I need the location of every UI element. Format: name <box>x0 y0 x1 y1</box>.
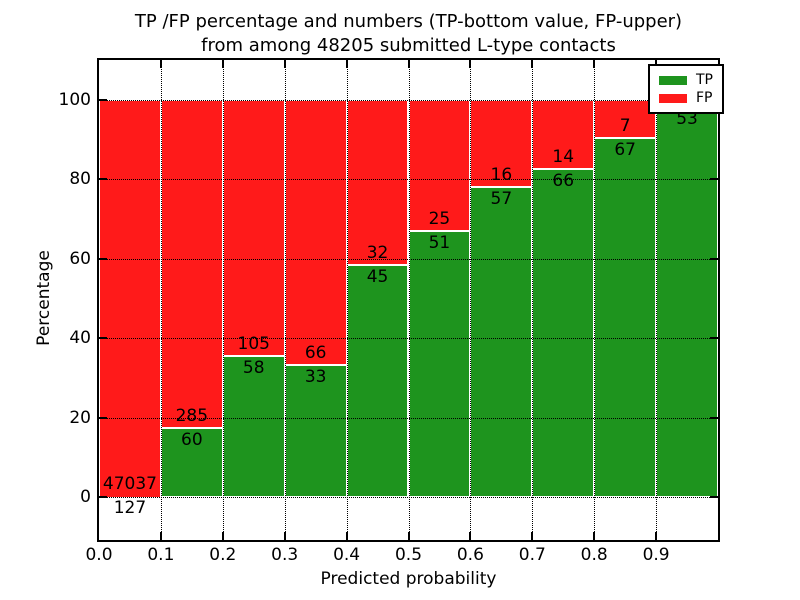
tp-count-label: 60 <box>181 429 203 450</box>
fp-count-label: 47037 <box>102 473 157 494</box>
x-tick-mark <box>655 532 658 540</box>
bar-segment-fp <box>222 100 285 356</box>
y-tick-label: 40 <box>69 328 91 349</box>
tp-count-label: 51 <box>428 232 451 253</box>
bar-segment-fp <box>284 100 347 365</box>
chart-title-line2: from among 48205 submitted L-type contac… <box>201 35 616 56</box>
bar-segment-tp <box>408 230 471 497</box>
y-tick-mark <box>99 416 107 419</box>
chart-title-line1: TP /FP percentage and numbers (TP-bottom… <box>134 11 683 32</box>
gridline-vertical <box>532 60 534 540</box>
x-tick-label: 0.7 <box>518 545 546 565</box>
x-tick-label: 0.0 <box>85 545 113 565</box>
bar-segment-fp <box>160 100 223 428</box>
y-tick-label: 100 <box>58 90 91 110</box>
x-tick-mark <box>159 532 162 540</box>
gridline-vertical <box>222 60 224 540</box>
bar-segment-tp <box>222 355 285 497</box>
bar-segment-tp <box>656 107 718 497</box>
y-tick-label: 80 <box>69 169 91 190</box>
legend: TP FP <box>648 64 724 114</box>
x-tick-label: 0.3 <box>271 545 299 565</box>
gridline-vertical <box>594 60 596 540</box>
x-tick-mark <box>283 60 286 68</box>
x-tick-mark <box>469 60 472 68</box>
legend-label: FP <box>696 90 713 106</box>
x-tick-mark <box>345 532 348 540</box>
x-tick-label: 0.9 <box>642 545 670 565</box>
y-tick-mark <box>99 337 107 340</box>
tp-count-label: 58 <box>242 357 265 378</box>
tp-count-label: 66 <box>552 171 575 192</box>
bar-segment-fp <box>408 100 471 231</box>
y-tick-mark <box>99 178 107 181</box>
x-tick-mark <box>407 60 410 68</box>
bar-segment-tp <box>470 187 533 497</box>
fp-count-label: 25 <box>428 208 451 229</box>
y-tick-mark <box>710 496 718 498</box>
x-axis-label: Predicted probability <box>320 569 497 589</box>
chart-title: TP /FP percentage and numbers (TP-bottom… <box>97 10 720 58</box>
bar-segment-tp <box>594 137 657 497</box>
y-tick-label: 20 <box>69 407 91 428</box>
y-tick-mark <box>99 496 107 498</box>
y-tick-mark <box>99 257 107 260</box>
bar-segment-fp <box>99 100 161 497</box>
x-tick-mark <box>159 60 162 68</box>
x-tick-mark <box>531 532 534 540</box>
bar-segment-tp <box>532 169 595 497</box>
fp-count-label: 14 <box>552 147 575 168</box>
tp-count-label: 57 <box>490 189 513 210</box>
y-tick-mark <box>710 257 718 260</box>
x-tick-mark <box>469 532 472 540</box>
x-tick-mark <box>221 532 224 540</box>
bar-segment-fp <box>346 100 409 265</box>
tp-count-label: 53 <box>676 109 698 130</box>
x-tick-label: 0.1 <box>147 545 175 565</box>
x-tick-label: 0.8 <box>580 545 608 565</box>
fp-count-label: 285 <box>175 405 209 426</box>
x-tick-label: 0.6 <box>456 545 484 565</box>
gridline-vertical <box>284 60 286 540</box>
fp-count-label: 32 <box>366 242 389 263</box>
tp-count-label: 67 <box>614 139 636 160</box>
plot-area: TP FP 47037 127 285 60 105 58 66 33 32 45 25 51 16 57 1… <box>97 58 724 542</box>
x-tick-mark <box>593 532 596 540</box>
y-tick-label: 60 <box>69 248 91 269</box>
x-tick-label: 0.2 <box>209 545 237 565</box>
legend-label: TP <box>696 72 713 88</box>
gridline-vertical <box>346 60 348 540</box>
y-tick-mark <box>710 416 718 419</box>
gridline-vertical <box>656 60 658 540</box>
gridline-vertical <box>160 60 162 540</box>
x-tick-label: 0.4 <box>333 545 361 565</box>
tp-count-label: 127 <box>113 497 147 518</box>
y-tick-mark <box>710 178 718 181</box>
legend-item: TP <box>659 72 713 88</box>
gridline-vertical <box>470 60 472 540</box>
x-tick-mark <box>221 60 224 68</box>
x-tick-mark <box>593 60 596 68</box>
bar-segment-tp <box>160 427 223 497</box>
fp-count-label: 66 <box>304 342 327 363</box>
y-tick-label: 0 <box>80 487 91 507</box>
legend-item: FP <box>659 90 713 106</box>
fp-count-label: 105 <box>237 333 270 354</box>
x-tick-mark <box>345 60 348 68</box>
fp-count-label: 7 <box>619 115 631 136</box>
bar-segment-tp <box>346 264 409 497</box>
legend-swatch-tp <box>659 75 687 85</box>
x-tick-label: 0.5 <box>394 545 423 565</box>
gridline-vertical <box>408 60 410 540</box>
legend-swatch-fp <box>659 93 687 103</box>
y-tick-mark <box>710 337 718 340</box>
y-tick-mark <box>99 99 107 101</box>
x-tick-mark <box>407 532 410 540</box>
fp-count-label: 16 <box>490 165 513 186</box>
tp-count-label: 33 <box>304 366 327 387</box>
x-tick-mark <box>531 60 534 68</box>
x-tick-mark <box>283 532 286 540</box>
tp-count-label: 45 <box>366 266 389 287</box>
